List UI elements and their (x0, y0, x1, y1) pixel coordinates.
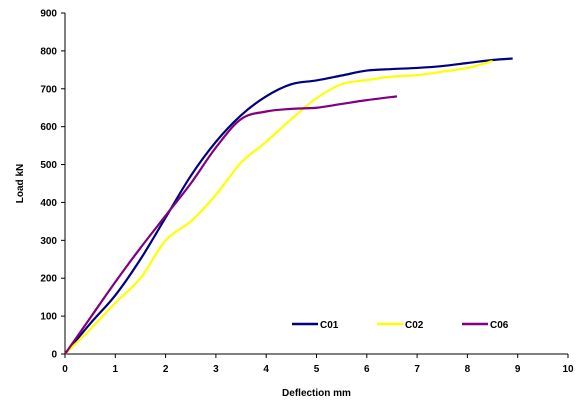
x-tick-label: 5 (314, 364, 320, 375)
legend-label-c01: C01 (320, 320, 339, 331)
series-line-c02 (64, 60, 493, 355)
series-line-c01 (64, 57, 513, 355)
y-tick-label: 400 (40, 198, 57, 209)
x-tick-label: 7 (414, 364, 420, 375)
y-tick-label: 700 (40, 84, 57, 95)
y-tick-label: 100 (40, 312, 57, 323)
legend-label-c06: C06 (490, 320, 509, 331)
series-lines (64, 57, 513, 355)
x-tick-label: 6 (364, 364, 370, 375)
x-tick-label: 4 (263, 364, 269, 375)
y-tick-label: 300 (40, 236, 57, 247)
y-tick-label: 200 (40, 274, 57, 285)
y-axis-title: Load kN (15, 164, 26, 203)
x-tick-label: 9 (515, 364, 521, 375)
y-tick-label: 600 (40, 122, 57, 133)
legend: C01 C02 C06 (292, 320, 509, 331)
y-tick-label: 500 (40, 160, 57, 171)
axes (61, 12, 569, 358)
x-tick-label: 1 (113, 364, 119, 375)
x-tick-label: 10 (562, 364, 574, 375)
x-axis-title: Deflection mm (282, 388, 351, 399)
y-tick-label: 900 (40, 9, 57, 20)
tick-labels: 0 100 200 300 400 500 600 700 800 900 0 1 2 3 4 5 6 7 8 9 10 (40, 9, 574, 376)
series-line-c06 (64, 95, 398, 355)
x-tick-label: 8 (465, 364, 471, 375)
y-tick-label: 800 (40, 46, 57, 57)
legend-label-c02: C02 (405, 320, 424, 331)
y-tick-label: 0 (51, 350, 57, 361)
x-tick-label: 2 (163, 364, 169, 375)
x-tick-label: 0 (62, 364, 68, 375)
x-tick-label: 3 (213, 364, 219, 375)
